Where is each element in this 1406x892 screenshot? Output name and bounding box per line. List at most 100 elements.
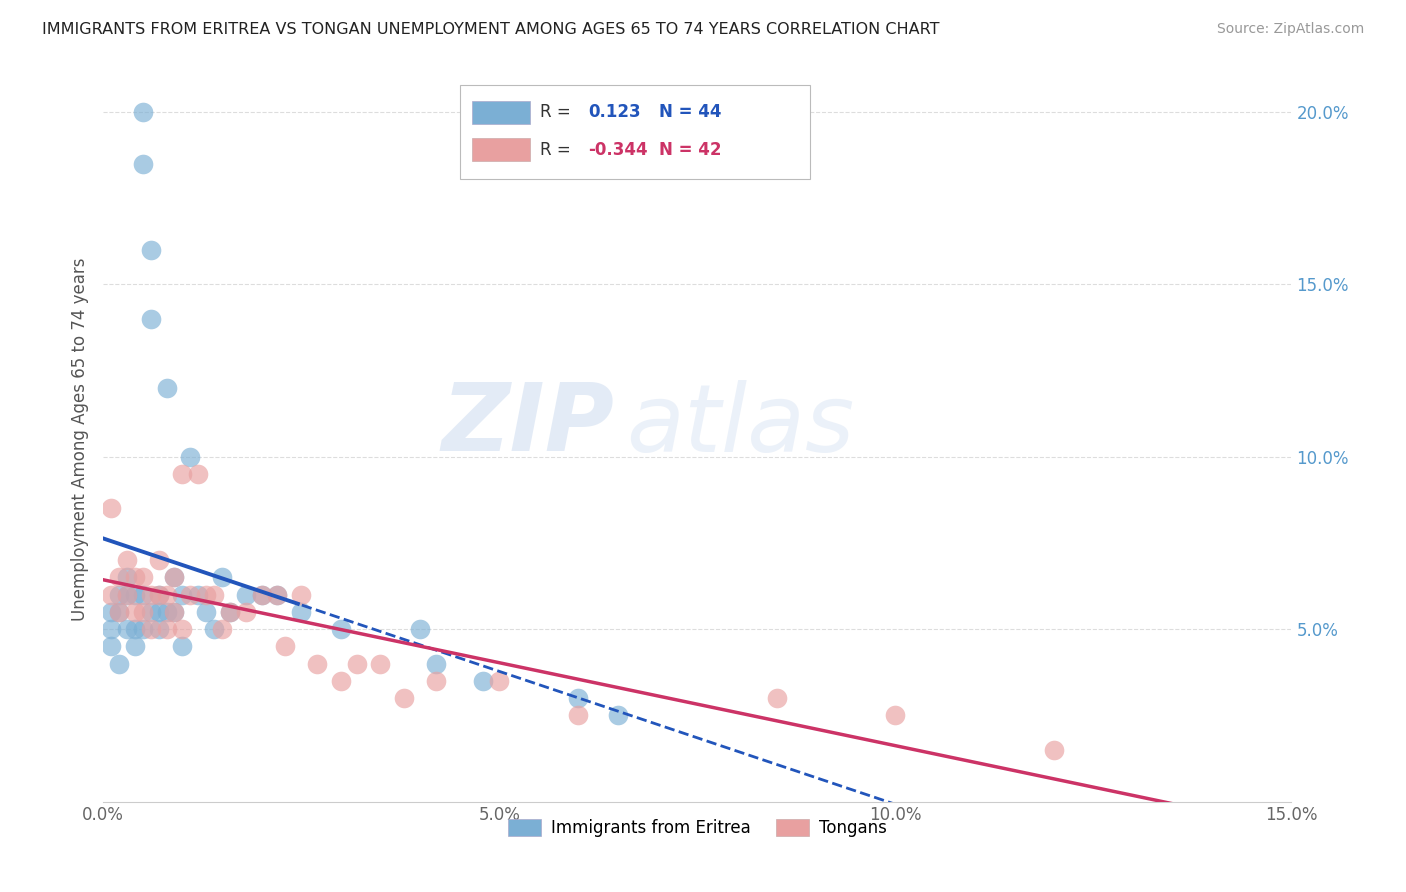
Point <box>266 588 288 602</box>
Point <box>884 708 907 723</box>
Point <box>155 605 177 619</box>
Point <box>274 640 297 654</box>
Point <box>290 605 312 619</box>
Point <box>139 311 162 326</box>
FancyBboxPatch shape <box>471 138 530 161</box>
Point <box>409 622 432 636</box>
Point <box>100 605 122 619</box>
Point <box>108 657 131 671</box>
Text: ZIP: ZIP <box>441 379 614 471</box>
Point <box>115 588 138 602</box>
Point <box>187 588 209 602</box>
Point <box>163 570 186 584</box>
Point <box>179 588 201 602</box>
Point <box>132 104 155 119</box>
Point <box>148 622 170 636</box>
Point <box>250 588 273 602</box>
Point <box>108 605 131 619</box>
Point <box>235 588 257 602</box>
Point <box>290 588 312 602</box>
Point <box>148 588 170 602</box>
Point <box>155 588 177 602</box>
Point <box>202 622 225 636</box>
Point <box>155 381 177 395</box>
Point <box>219 605 242 619</box>
Point <box>472 673 495 688</box>
Point <box>132 605 155 619</box>
Point <box>163 605 186 619</box>
Point <box>765 691 787 706</box>
Point <box>132 588 155 602</box>
Point <box>219 605 242 619</box>
Point <box>124 605 146 619</box>
Point <box>607 708 630 723</box>
FancyBboxPatch shape <box>460 85 810 178</box>
Text: R =: R = <box>540 141 576 159</box>
Point <box>187 467 209 481</box>
Y-axis label: Unemployment Among Ages 65 to 74 years: Unemployment Among Ages 65 to 74 years <box>72 258 89 621</box>
Point <box>108 588 131 602</box>
Text: IMMIGRANTS FROM ERITREA VS TONGAN UNEMPLOYMENT AMONG AGES 65 TO 74 YEARS CORRELA: IMMIGRANTS FROM ERITREA VS TONGAN UNEMPL… <box>42 22 939 37</box>
Point <box>108 605 131 619</box>
Point <box>179 450 201 464</box>
Point <box>425 673 447 688</box>
Point <box>172 640 194 654</box>
Point <box>132 622 155 636</box>
Point <box>235 605 257 619</box>
Point <box>100 501 122 516</box>
Point <box>108 570 131 584</box>
Text: N = 42: N = 42 <box>659 141 721 159</box>
Point <box>139 588 162 602</box>
Point <box>124 588 146 602</box>
Point <box>100 640 122 654</box>
Point <box>163 605 186 619</box>
Point <box>163 570 186 584</box>
Point <box>250 588 273 602</box>
Point <box>115 553 138 567</box>
Point <box>115 622 138 636</box>
Point <box>132 570 155 584</box>
Point <box>148 553 170 567</box>
Legend: Immigrants from Eritrea, Tongans: Immigrants from Eritrea, Tongans <box>501 813 894 844</box>
Point <box>115 570 138 584</box>
Point <box>139 622 162 636</box>
Point <box>425 657 447 671</box>
Point <box>195 588 218 602</box>
Point <box>100 588 122 602</box>
Point <box>172 588 194 602</box>
Point <box>567 691 589 706</box>
Text: R =: R = <box>540 103 576 121</box>
Point <box>1042 743 1064 757</box>
Text: atlas: atlas <box>626 379 855 470</box>
Text: Source: ZipAtlas.com: Source: ZipAtlas.com <box>1216 22 1364 37</box>
Point <box>115 588 138 602</box>
Point <box>329 622 352 636</box>
Point <box>100 622 122 636</box>
Point <box>346 657 368 671</box>
Point <box>155 622 177 636</box>
Point <box>329 673 352 688</box>
Point <box>148 588 170 602</box>
Point <box>305 657 328 671</box>
FancyBboxPatch shape <box>471 101 530 124</box>
Point <box>195 605 218 619</box>
Text: 0.123: 0.123 <box>588 103 641 121</box>
Point <box>139 243 162 257</box>
Point <box>211 622 233 636</box>
Point <box>488 673 510 688</box>
Point <box>202 588 225 602</box>
Point <box>370 657 392 671</box>
Point <box>124 622 146 636</box>
Point <box>148 605 170 619</box>
Text: -0.344: -0.344 <box>588 141 648 159</box>
Text: N = 44: N = 44 <box>659 103 721 121</box>
Point <box>139 605 162 619</box>
Point <box>172 622 194 636</box>
Point <box>392 691 415 706</box>
Point <box>124 570 146 584</box>
Point <box>266 588 288 602</box>
Point <box>567 708 589 723</box>
Point <box>211 570 233 584</box>
Point <box>132 156 155 170</box>
Point <box>124 640 146 654</box>
